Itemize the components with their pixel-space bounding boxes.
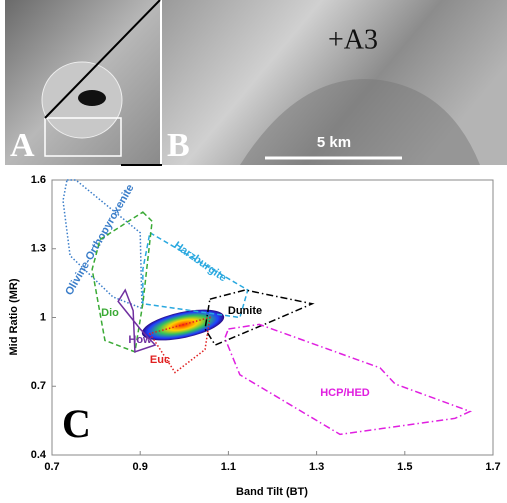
location-marker: +A3 — [328, 24, 378, 55]
x-tick-label: 1.3 — [309, 461, 324, 473]
region-outline — [91, 211, 153, 353]
region-outline — [204, 289, 315, 346]
crater-shadow — [78, 90, 106, 106]
inset-box — [44, 117, 122, 157]
region-label: HCP/HED — [320, 387, 370, 399]
x-tick-label: 0.7 — [44, 461, 59, 473]
y-tick-label: 0.7 — [31, 380, 46, 392]
y-tick-label: 1 — [40, 311, 46, 323]
y-tick-label: 0.4 — [31, 449, 47, 461]
chart: Mid Ratio (MR) Band Tilt (BT) C 0.7 0.9 1.… — [8, 174, 501, 498]
region-label: Dunite — [228, 305, 262, 317]
panel-label: A — [10, 127, 35, 164]
x-tick-label: 0.9 — [133, 461, 148, 473]
scale-label: 5 km — [317, 134, 351, 151]
region-outline — [148, 316, 211, 374]
region-outline — [117, 288, 157, 353]
ridge — [240, 79, 480, 165]
y-tick-label: 1.3 — [31, 243, 46, 255]
region-label: How — [128, 334, 152, 346]
y-axis-label: Mid Ratio (MR) — [8, 278, 20, 355]
x-tick-label: 1.5 — [397, 461, 412, 473]
region-label: Euc — [150, 354, 170, 366]
region-outline — [62, 179, 143, 310]
panel-label: C — [62, 401, 91, 446]
y-tick-label: 1.6 — [31, 174, 46, 186]
panel-b: B +A3 5 km — [162, 0, 507, 165]
region-outline — [142, 231, 249, 319]
panel-label: B — [167, 127, 190, 164]
x-axis-label: Band Tilt (BT) — [236, 486, 308, 498]
connector-line — [44, 0, 161, 119]
x-tick-label: 1.1 — [221, 461, 236, 473]
region-label: Dio — [101, 307, 119, 319]
x-tick-label: 1.7 — [485, 461, 500, 473]
